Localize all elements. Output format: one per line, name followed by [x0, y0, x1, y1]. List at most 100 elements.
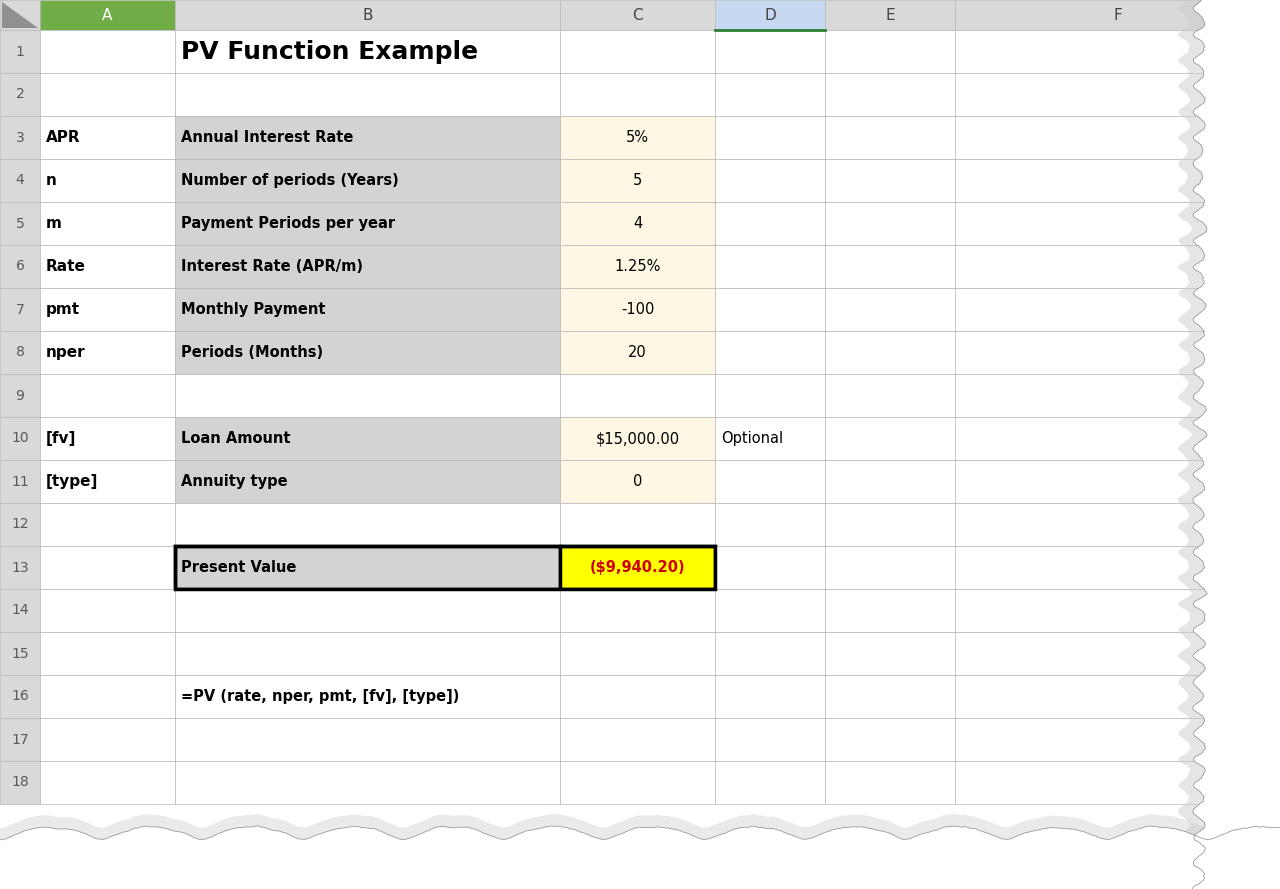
Text: A: A [102, 7, 113, 22]
Bar [561, 245, 716, 288]
Text: E: E [886, 7, 895, 22]
Bar [561, 116, 716, 159]
Bar [826, 675, 955, 718]
Bar [826, 546, 955, 589]
Bar [716, 245, 826, 288]
Text: 11: 11 [12, 475, 29, 488]
Text: Loan Amount: Loan Amount [180, 431, 291, 446]
Bar [826, 116, 955, 159]
Bar [716, 73, 826, 116]
Bar [716, 503, 826, 546]
Bar [561, 546, 716, 589]
Bar [826, 417, 955, 460]
Bar [955, 0, 1280, 30]
Bar [0, 30, 40, 73]
Text: APR: APR [46, 130, 81, 145]
Bar [0, 0, 40, 30]
Text: =PV (rate, nper, pmt, [fv], [type]): =PV (rate, nper, pmt, [fv], [type]) [180, 689, 460, 704]
Bar [40, 718, 175, 761]
Text: 2: 2 [15, 87, 24, 101]
Bar [0, 417, 40, 460]
Text: $15,000.00: $15,000.00 [595, 431, 680, 446]
Bar [716, 589, 826, 632]
Bar [561, 73, 716, 116]
Text: 18: 18 [12, 775, 29, 789]
Bar [40, 0, 175, 30]
Bar [175, 116, 561, 159]
Bar [175, 331, 561, 374]
Bar [716, 288, 826, 331]
Text: 14: 14 [12, 604, 29, 618]
Bar [955, 503, 1280, 546]
Text: [fv]: [fv] [46, 431, 77, 446]
Bar [175, 30, 561, 73]
Text: Present Value: Present Value [180, 560, 297, 575]
Bar [0, 202, 40, 245]
Bar [955, 718, 1280, 761]
Bar [175, 0, 561, 30]
Bar [0, 460, 40, 503]
Text: 8: 8 [15, 346, 24, 359]
Bar [561, 718, 716, 761]
Bar [826, 761, 955, 804]
Bar [716, 632, 826, 675]
Text: 20: 20 [628, 345, 646, 360]
Bar [561, 159, 716, 202]
Text: 5: 5 [632, 173, 643, 188]
Bar [40, 417, 175, 460]
Bar [40, 245, 175, 288]
Bar [561, 503, 716, 546]
Text: 9: 9 [15, 388, 24, 403]
Text: pmt: pmt [46, 302, 81, 317]
Bar [561, 374, 716, 417]
Text: B: B [362, 7, 372, 22]
Text: D: D [764, 7, 776, 22]
Bar [0, 374, 40, 417]
Bar [561, 460, 716, 503]
Bar [955, 589, 1280, 632]
Bar [955, 288, 1280, 331]
Bar [716, 116, 826, 159]
Text: 16: 16 [12, 690, 29, 703]
Bar [0, 546, 40, 589]
Text: n: n [46, 173, 56, 188]
Bar [716, 0, 826, 30]
Bar [955, 159, 1280, 202]
Bar [826, 0, 955, 30]
Bar [175, 202, 561, 245]
Bar [40, 331, 175, 374]
Text: Number of periods (Years): Number of periods (Years) [180, 173, 399, 188]
Text: Monthly Payment: Monthly Payment [180, 302, 325, 317]
Bar [40, 159, 175, 202]
Bar [716, 374, 826, 417]
Bar [175, 73, 561, 116]
Text: Annuity type: Annuity type [180, 474, 288, 489]
Bar [826, 73, 955, 116]
Text: 17: 17 [12, 733, 29, 747]
Bar [561, 632, 716, 675]
Bar [0, 589, 40, 632]
Bar [561, 331, 716, 374]
Bar [955, 632, 1280, 675]
Text: 0: 0 [632, 474, 643, 489]
Bar [175, 503, 561, 546]
Bar [955, 546, 1280, 589]
Bar [40, 202, 175, 245]
Bar [40, 30, 175, 73]
Text: C: C [632, 7, 643, 22]
Bar [0, 116, 40, 159]
Bar [955, 202, 1280, 245]
Bar [826, 331, 955, 374]
Bar [826, 288, 955, 331]
Bar [826, 159, 955, 202]
Bar [716, 718, 826, 761]
Bar [955, 331, 1280, 374]
Bar [175, 632, 561, 675]
Bar [175, 675, 561, 718]
Bar [40, 632, 175, 675]
Text: 6: 6 [15, 260, 24, 274]
Bar [716, 675, 826, 718]
Bar [955, 761, 1280, 804]
Text: Interest Rate (APR/m): Interest Rate (APR/m) [180, 259, 364, 274]
Bar [0, 245, 40, 288]
